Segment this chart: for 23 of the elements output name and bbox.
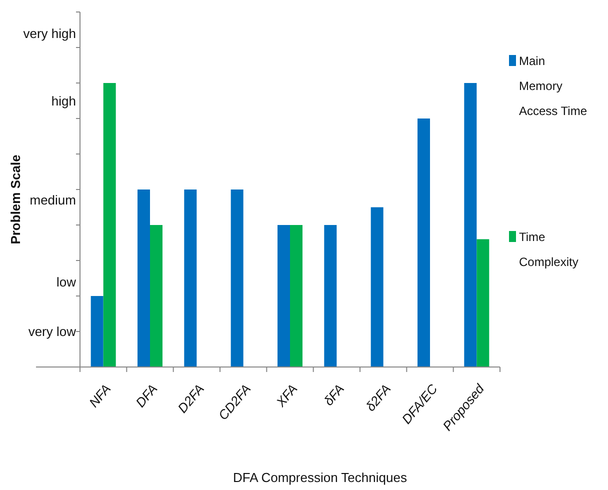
text: high xyxy=(51,93,76,108)
bar xyxy=(184,190,197,367)
legend-label: Main Memory Access Time xyxy=(519,54,588,118)
text: low xyxy=(56,274,77,290)
bar xyxy=(138,190,150,367)
x-tick-label: δFA xyxy=(320,381,347,408)
x-axis-title: DFA Compression Techniques xyxy=(233,470,408,485)
text: medium xyxy=(30,192,76,208)
bar xyxy=(230,190,244,367)
bar xyxy=(418,118,430,367)
bar xyxy=(290,225,302,367)
bar xyxy=(476,239,490,367)
y-axis-title: Problem Scale xyxy=(8,154,23,244)
bar xyxy=(103,83,116,367)
text: very low xyxy=(28,324,77,340)
bar xyxy=(370,207,384,367)
bar xyxy=(464,83,477,367)
bar xyxy=(150,225,162,367)
bar xyxy=(324,225,337,367)
bar xyxy=(90,296,104,367)
legend-label: Time Complexity xyxy=(519,230,578,269)
text: very high xyxy=(23,26,76,41)
bar xyxy=(278,225,290,367)
